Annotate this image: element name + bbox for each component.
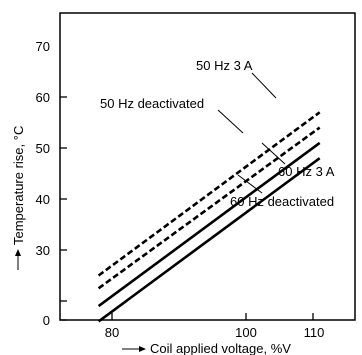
x-axis-title: Coil applied voltage, %V [122,341,291,355]
y-tick-label: 0 [43,313,50,328]
series-line [97,126,321,290]
annotation-60hz-deactivated: 60 Hz deactivated [230,174,334,209]
y-tick-label: 50 [36,141,50,156]
y-tick-label: 60 [36,90,50,105]
series-label: 50 Hz 3 A [196,58,253,73]
series-label: 60 Hz deactivated [230,194,334,209]
leader-line [261,142,286,165]
series-line [97,157,321,323]
y-tick-label: 30 [36,243,50,258]
x-tick-label: 100 [235,325,257,340]
y-axis-label: Temperature rise, °C [11,126,26,245]
annotation-50hz-3a: 50 Hz 3 A [196,58,277,99]
annotation-50hz-deactivated: 50 Hz deactivated [100,96,244,134]
leader-line [237,174,263,194]
series-line [97,141,321,308]
x-tick-label: 80 [105,325,119,340]
y-tick-label: 70 [36,39,50,54]
annotation-60hz-3a: 60 Hz 3 A [261,142,335,179]
y-tick-label: 40 [36,192,50,207]
series-label: 60 Hz 3 A [278,164,335,179]
x-axis-label: Coil applied voltage, %V [150,341,291,355]
x-tick-label: 110 [304,325,325,340]
y-axis-title: Temperature rise, °C [11,126,26,270]
plot-frame [59,12,356,321]
series-label: 50 Hz deactivated [100,96,204,111]
series-line [97,111,321,277]
leader-line [217,109,244,134]
leader-line [251,72,277,99]
